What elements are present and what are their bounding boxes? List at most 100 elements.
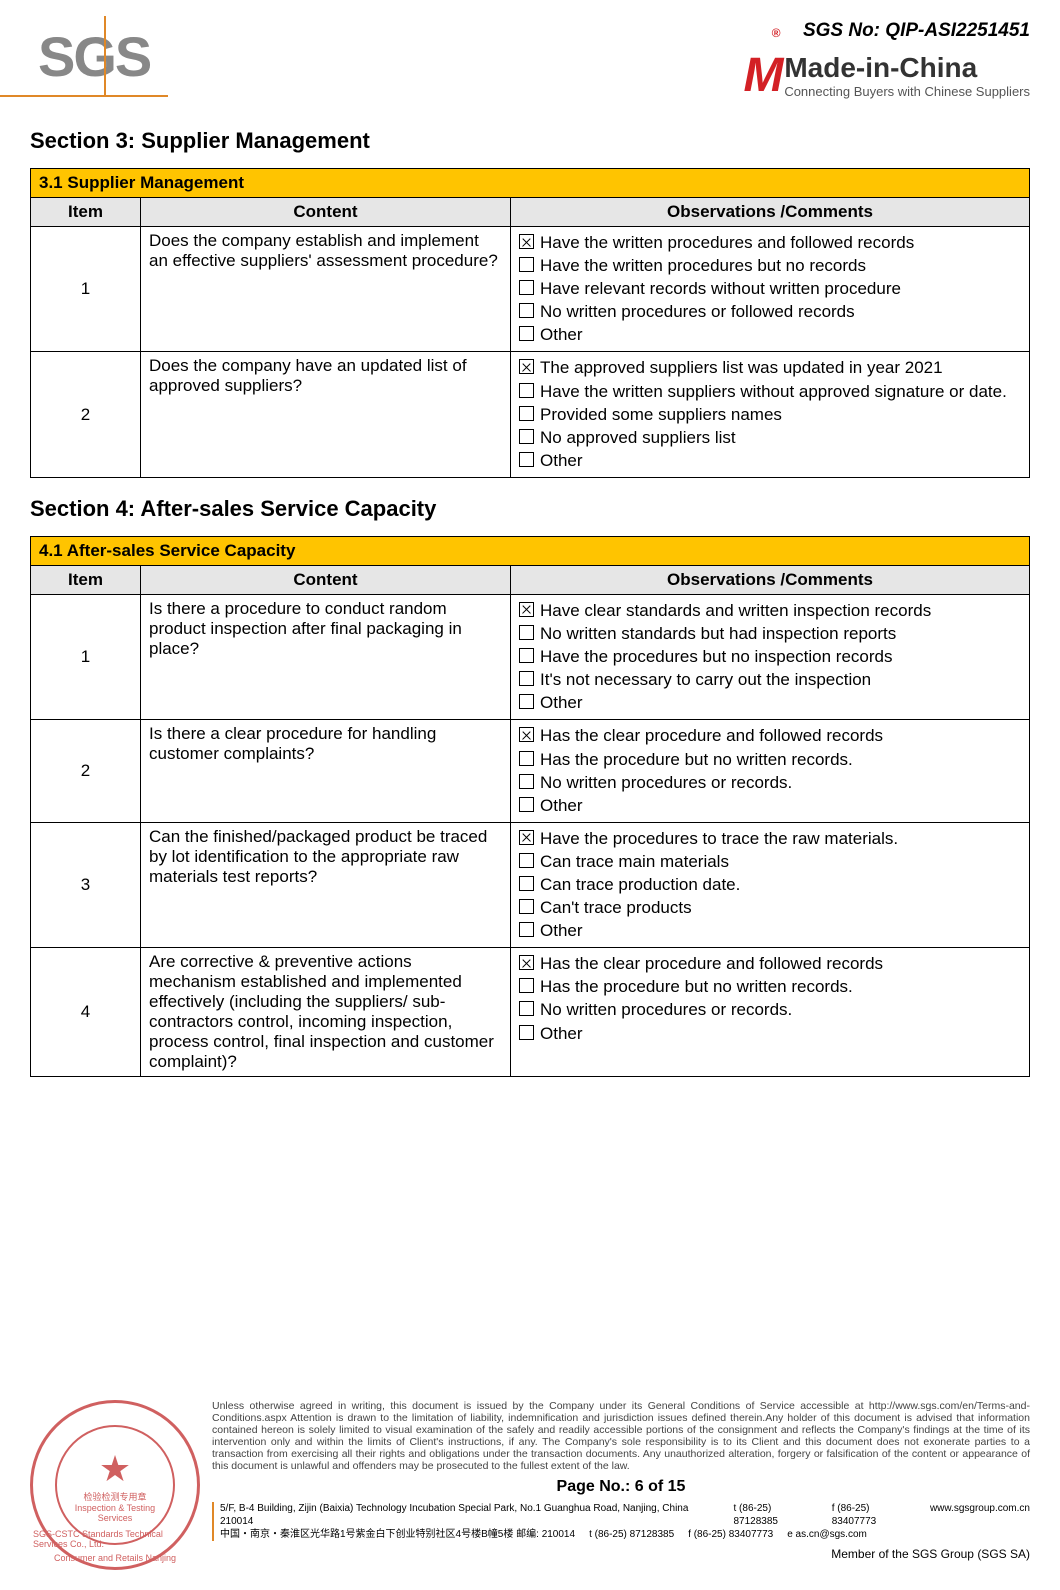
checkbox-label: Have the procedures but no inspection re… (540, 646, 892, 668)
cell-observations: Have the written procedures and followed… (511, 227, 1030, 352)
cell-content: Is there a procedure to conduct random p… (141, 594, 511, 719)
checkbox-checked-icon (519, 234, 534, 249)
checkbox-label: The approved suppliers list was updated … (540, 357, 943, 379)
website: www.sgsgroup.com.cn (930, 1502, 1030, 1528)
checkbox-option: Has the procedure but no written records… (519, 749, 1021, 771)
checkbox-unchecked-icon (519, 978, 534, 993)
checkbox-label: Provided some suppliers names (540, 404, 782, 426)
cell-observations: Have the procedures to trace the raw mat… (511, 822, 1030, 947)
section-4-title: Section 4: After-sales Service Capacity (30, 496, 1030, 522)
checkbox-option: Have the written procedures and followed… (519, 232, 1021, 254)
checkbox-unchecked-icon (519, 406, 534, 421)
seal-bottom: Consumer and Retails Nanjing (54, 1553, 176, 1563)
checkbox-label: Can't trace products (540, 897, 692, 919)
sgs-logo: SGS (30, 20, 158, 93)
checkbox-unchecked-icon (519, 694, 534, 709)
checkbox-option: The approved suppliers list was updated … (519, 357, 1021, 379)
checkbox-label: Have relevant records without written pr… (540, 278, 901, 300)
checkbox-unchecked-icon (519, 899, 534, 914)
checkbox-label: Other (540, 1023, 583, 1045)
checkbox-label: No written procedures or records. (540, 772, 792, 794)
checkbox-unchecked-icon (519, 922, 534, 937)
checkbox-option: Other (519, 920, 1021, 942)
checkbox-unchecked-icon (519, 429, 534, 444)
checkbox-label: Other (540, 920, 583, 942)
document-number: SGS No: QIP-ASI2251451 (743, 20, 1030, 42)
col-header-observations: Observations /Comments (511, 565, 1030, 594)
checkbox-option: No written procedures or records. (519, 772, 1021, 794)
checkbox-label: No written procedures or followed record… (540, 301, 855, 323)
cell-observations: Have clear standards and written inspect… (511, 594, 1030, 719)
checkbox-unchecked-icon (519, 774, 534, 789)
checkbox-unchecked-icon (519, 625, 534, 640)
checkbox-option: Other (519, 450, 1021, 472)
checkbox-option: Other (519, 692, 1021, 714)
checkbox-option: Have the procedures to trace the raw mat… (519, 828, 1021, 850)
made-in-china-block: SGS No: QIP-ASI2251451 M® Made-in-China … (743, 20, 1030, 103)
seal-text-en: Inspection & Testing Services (57, 1503, 173, 1523)
checkbox-option: Have the procedures but no inspection re… (519, 646, 1021, 668)
col-header-content: Content (141, 198, 511, 227)
mic-subtitle: Connecting Buyers with Chinese Suppliers (784, 84, 1030, 99)
page-footer: ★ 检验检测专用章 Inspection & Testing Services … (30, 1400, 1030, 1570)
section-3-title: Section 3: Supplier Management (30, 128, 1030, 154)
checkbox-unchecked-icon (519, 257, 534, 272)
table-4-1: 4.1 After-sales Service Capacity Item Co… (30, 536, 1030, 1077)
table-3-1: 3.1 Supplier Management Item Content Obs… (30, 168, 1030, 478)
checkbox-unchecked-icon (519, 797, 534, 812)
col-header-item: Item (31, 565, 141, 594)
table-4-1-body: 1Is there a procedure to conduct random … (31, 594, 1030, 1076)
checkbox-option: Can't trace products (519, 897, 1021, 919)
checkbox-checked-icon (519, 955, 534, 970)
checkbox-label: Has the clear procedure and followed rec… (540, 725, 883, 747)
address-cn: 中国・南京・秦淮区光华路1号紫金白下创业特别社区4号楼B幢5楼 邮编: 2100… (220, 1528, 575, 1541)
checkbox-checked-icon (519, 359, 534, 374)
col-header-observations: Observations /Comments (511, 198, 1030, 227)
checkbox-checked-icon (519, 602, 534, 617)
table-row: 3Can the finished/packaged product be tr… (31, 822, 1030, 947)
address-block: 5/F, B-4 Building, Zijin (Baixia) Techno… (212, 1502, 1030, 1541)
checkbox-option: It's not necessary to carry out the insp… (519, 669, 1021, 691)
seal-company: SGS-CSTC Standards Technical Services Co… (33, 1529, 197, 1549)
checkbox-unchecked-icon (519, 1025, 534, 1040)
fax-1: f (86-25) 83407773 (832, 1502, 916, 1528)
mic-m-icon: M® (743, 48, 776, 103)
seal-text-cn: 检验检测专用章 (83, 1490, 146, 1503)
table-row: 1Is there a procedure to conduct random … (31, 594, 1030, 719)
checkbox-option: Has the clear procedure and followed rec… (519, 953, 1021, 975)
cell-item: 4 (31, 948, 141, 1077)
checkbox-unchecked-icon (519, 671, 534, 686)
cell-item: 2 (31, 720, 141, 822)
checkbox-option: Other (519, 324, 1021, 346)
col-header-content: Content (141, 565, 511, 594)
checkbox-unchecked-icon (519, 1001, 534, 1016)
cell-observations: Has the clear procedure and followed rec… (511, 720, 1030, 822)
address-en: 5/F, B-4 Building, Zijin (Baixia) Techno… (220, 1502, 720, 1528)
checkbox-unchecked-icon (519, 383, 534, 398)
checkbox-label: Other (540, 795, 583, 817)
checkbox-label: No approved suppliers list (540, 427, 736, 449)
checkbox-unchecked-icon (519, 326, 534, 341)
checkbox-label: No written standards but had inspection … (540, 623, 896, 645)
checkbox-option: No written procedures or followed record… (519, 301, 1021, 323)
table-row: 2Does the company have an updated list o… (31, 352, 1030, 477)
checkbox-label: Have the written suppliers without appro… (540, 381, 1007, 403)
checkbox-unchecked-icon (519, 876, 534, 891)
checkbox-label: Other (540, 692, 583, 714)
checkbox-option: Have the written suppliers without appro… (519, 381, 1021, 403)
checkbox-label: Can trace main materials (540, 851, 729, 873)
cell-content: Is there a clear procedure for handling … (141, 720, 511, 822)
checkbox-option: Other (519, 1023, 1021, 1045)
sgs-logo-block: SGS (30, 20, 158, 93)
cell-item: 3 (31, 822, 141, 947)
cell-content: Can the finished/packaged product be tra… (141, 822, 511, 947)
cell-content: Does the company establish and implement… (141, 227, 511, 352)
checkbox-checked-icon (519, 727, 534, 742)
tel-1: t (86-25) 87128385 (734, 1502, 818, 1528)
checkbox-unchecked-icon (519, 751, 534, 766)
checkbox-option: Can trace main materials (519, 851, 1021, 873)
table-3-1-body: 1Does the company establish and implemen… (31, 227, 1030, 478)
checkbox-label: It's not necessary to carry out the insp… (540, 669, 871, 691)
table-3-1-title: 3.1 Supplier Management (31, 169, 1030, 198)
checkbox-label: Have the written procedures but no recor… (540, 255, 866, 277)
